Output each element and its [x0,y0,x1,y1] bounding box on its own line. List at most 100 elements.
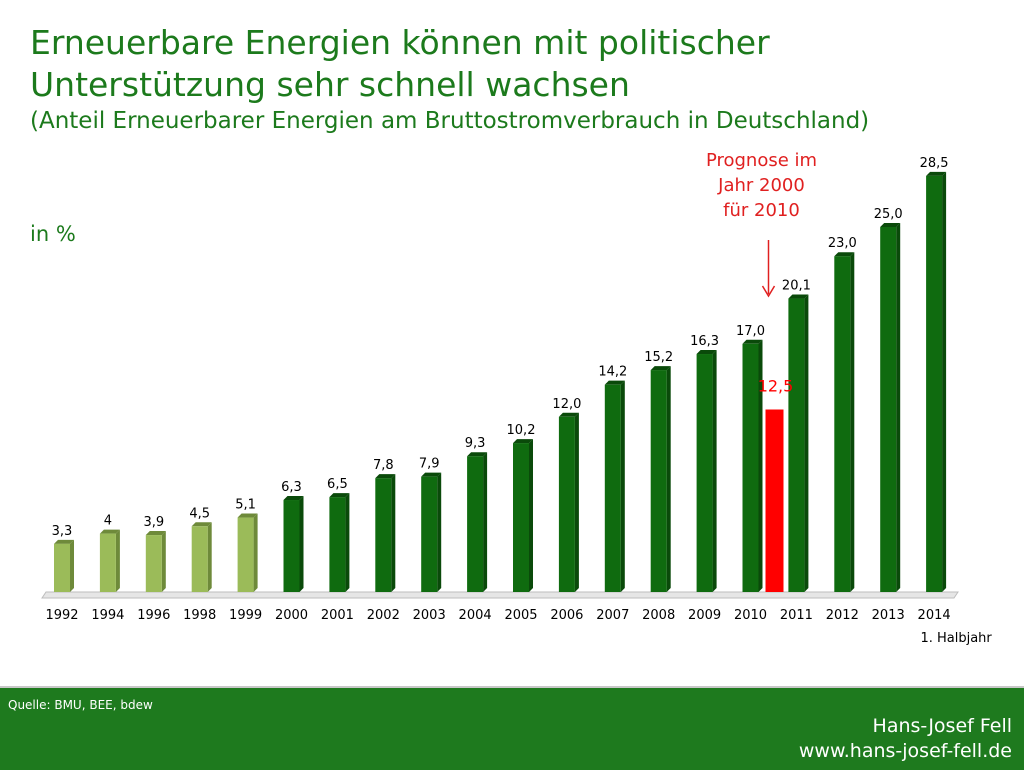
bar-side-2002 [391,474,396,592]
bar-1994 [99,533,116,592]
author-name: Hans-Josef Fell [872,715,1012,737]
bar-side-2014 [942,171,947,592]
bar-2002 [375,478,392,592]
bar-side-2012 [850,252,855,592]
bar-2013 [880,227,897,592]
bar-1992 [54,543,70,592]
bar-chart: 3,3 1992 4 1994 3,9 1996 4,5 1998 5,1 1999 6,3 2000… [41,150,992,646]
forecast-annotation-line-3: für 2010 [723,200,800,221]
value-label-2003: 7,9 [419,457,440,472]
x-tick-label-2008: 2008 [642,608,675,623]
value-label-2006: 12,0 [552,397,581,412]
bar-side-2001 [345,493,350,592]
x-tick-label-2001: 2001 [321,608,354,623]
value-label-2010: 17,0 [736,324,765,339]
x-tick-label-2003: 2003 [413,608,446,623]
bar-1998 [191,526,208,592]
bar-top-1998 [191,522,212,527]
bar-2001 [329,497,346,592]
bar-2004 [467,456,484,592]
x-tick-label-2004: 2004 [459,608,492,623]
forecast-arrow-head [761,285,776,298]
bar-top-2000 [283,496,304,501]
x-tick-label-2006: 2006 [550,608,583,623]
bar-side-1994 [115,529,120,592]
bar-2005 [513,443,529,592]
bar-top-2001 [329,493,350,498]
value-label-2004: 9,3 [465,436,486,451]
x-tick-label-1992: 1992 [45,608,78,623]
x-sublabel: 1. Halbjahr [920,631,992,646]
x-tick-label-2011: 2011 [780,608,813,623]
bar-side-2005 [529,439,533,592]
bar-1999 [237,517,254,592]
x-tick-label-2013: 2013 [872,608,905,623]
x-tick-label-2009: 2009 [688,608,721,623]
y-axis-unit-label: in % [30,222,76,246]
bar-2010 [742,343,759,592]
bar-side-2000 [299,496,304,592]
value-label-2009: 16,3 [690,334,719,349]
x-tick-label-1999: 1999 [229,608,262,623]
bar-top-2003 [421,472,442,477]
bar-top-2012 [834,252,855,257]
bar-top-2008 [650,366,671,371]
source-note: Quelle: BMU, BEE, bdew [8,698,153,712]
value-label-1999: 5,1 [235,498,256,513]
bar-side-2010 [758,339,763,592]
x-tick-label-2005: 2005 [504,608,537,623]
bar-2007 [604,384,621,592]
bar-2003 [421,476,438,592]
bar-top-2004 [467,452,488,457]
bar-top-2002 [375,474,396,479]
bar-2000 [283,500,300,592]
bar-side-2006 [574,412,579,592]
bar-top-2009 [696,350,717,355]
bar-side-1992 [70,539,74,592]
value-label-1998: 4,5 [189,506,210,521]
bar-top-1994 [99,529,120,534]
bar-top-2005 [513,439,533,444]
bar-top-2007 [604,380,625,385]
x-tick-label-1994: 1994 [91,608,124,623]
title-line-1: Erneuerbare Energien können mit politisc… [30,23,770,62]
bar-side-2011 [804,294,809,592]
bar-2009 [696,354,713,592]
author-website[interactable]: www.hans-josef-fell.de [798,740,1012,762]
bar-side-2008 [666,366,671,592]
bar-2012 [834,256,851,592]
bar-side-2013 [896,223,901,592]
value-label-2000: 6,3 [281,480,302,495]
value-label-1992: 3,3 [52,524,73,539]
bar-2011 [788,298,805,592]
bar-2006 [558,416,575,592]
bar-side-2009 [712,350,717,592]
value-label-2007: 14,2 [598,365,627,380]
x-tick-label-2000: 2000 [275,608,308,623]
bar-top-1999 [237,513,258,518]
value-label-2002: 7,8 [373,458,394,473]
value-label-2005: 10,2 [507,423,536,438]
bar-side-1999 [253,513,258,592]
bar-top-1992 [54,539,74,544]
value-label-2001: 6,5 [327,477,348,492]
author-block: Hans-Josef Fell www.hans-josef-fell.de [799,714,1012,764]
bar-top-1996 [145,531,166,536]
x-tick-label-1996: 1996 [137,608,170,623]
x-tick-label-2014: 2014 [918,608,951,623]
value-label-2011: 20,1 [782,279,811,294]
bar-top-2010 [742,339,763,344]
title-line-2: Unterstützung sehr schnell wachsen [30,65,630,104]
bar-2014 [926,175,943,592]
x-tick-label-1998: 1998 [183,608,216,623]
value-label-2014: 28,5 [920,156,949,171]
forecast-bar-2010 [765,409,784,592]
value-label-1994: 4 [104,514,112,529]
bar-side-2003 [437,472,442,592]
footer-bar: Quelle: BMU, BEE, bdew Hans-Josef Fell w… [0,686,1024,770]
value-label-2013: 25,0 [874,207,903,222]
bar-top-2006 [558,412,579,417]
bar-1996 [145,535,162,592]
forecast-annotation-line-2: Jahr 2000 [717,175,805,196]
forecast-value-label: 12,5 [758,377,794,396]
